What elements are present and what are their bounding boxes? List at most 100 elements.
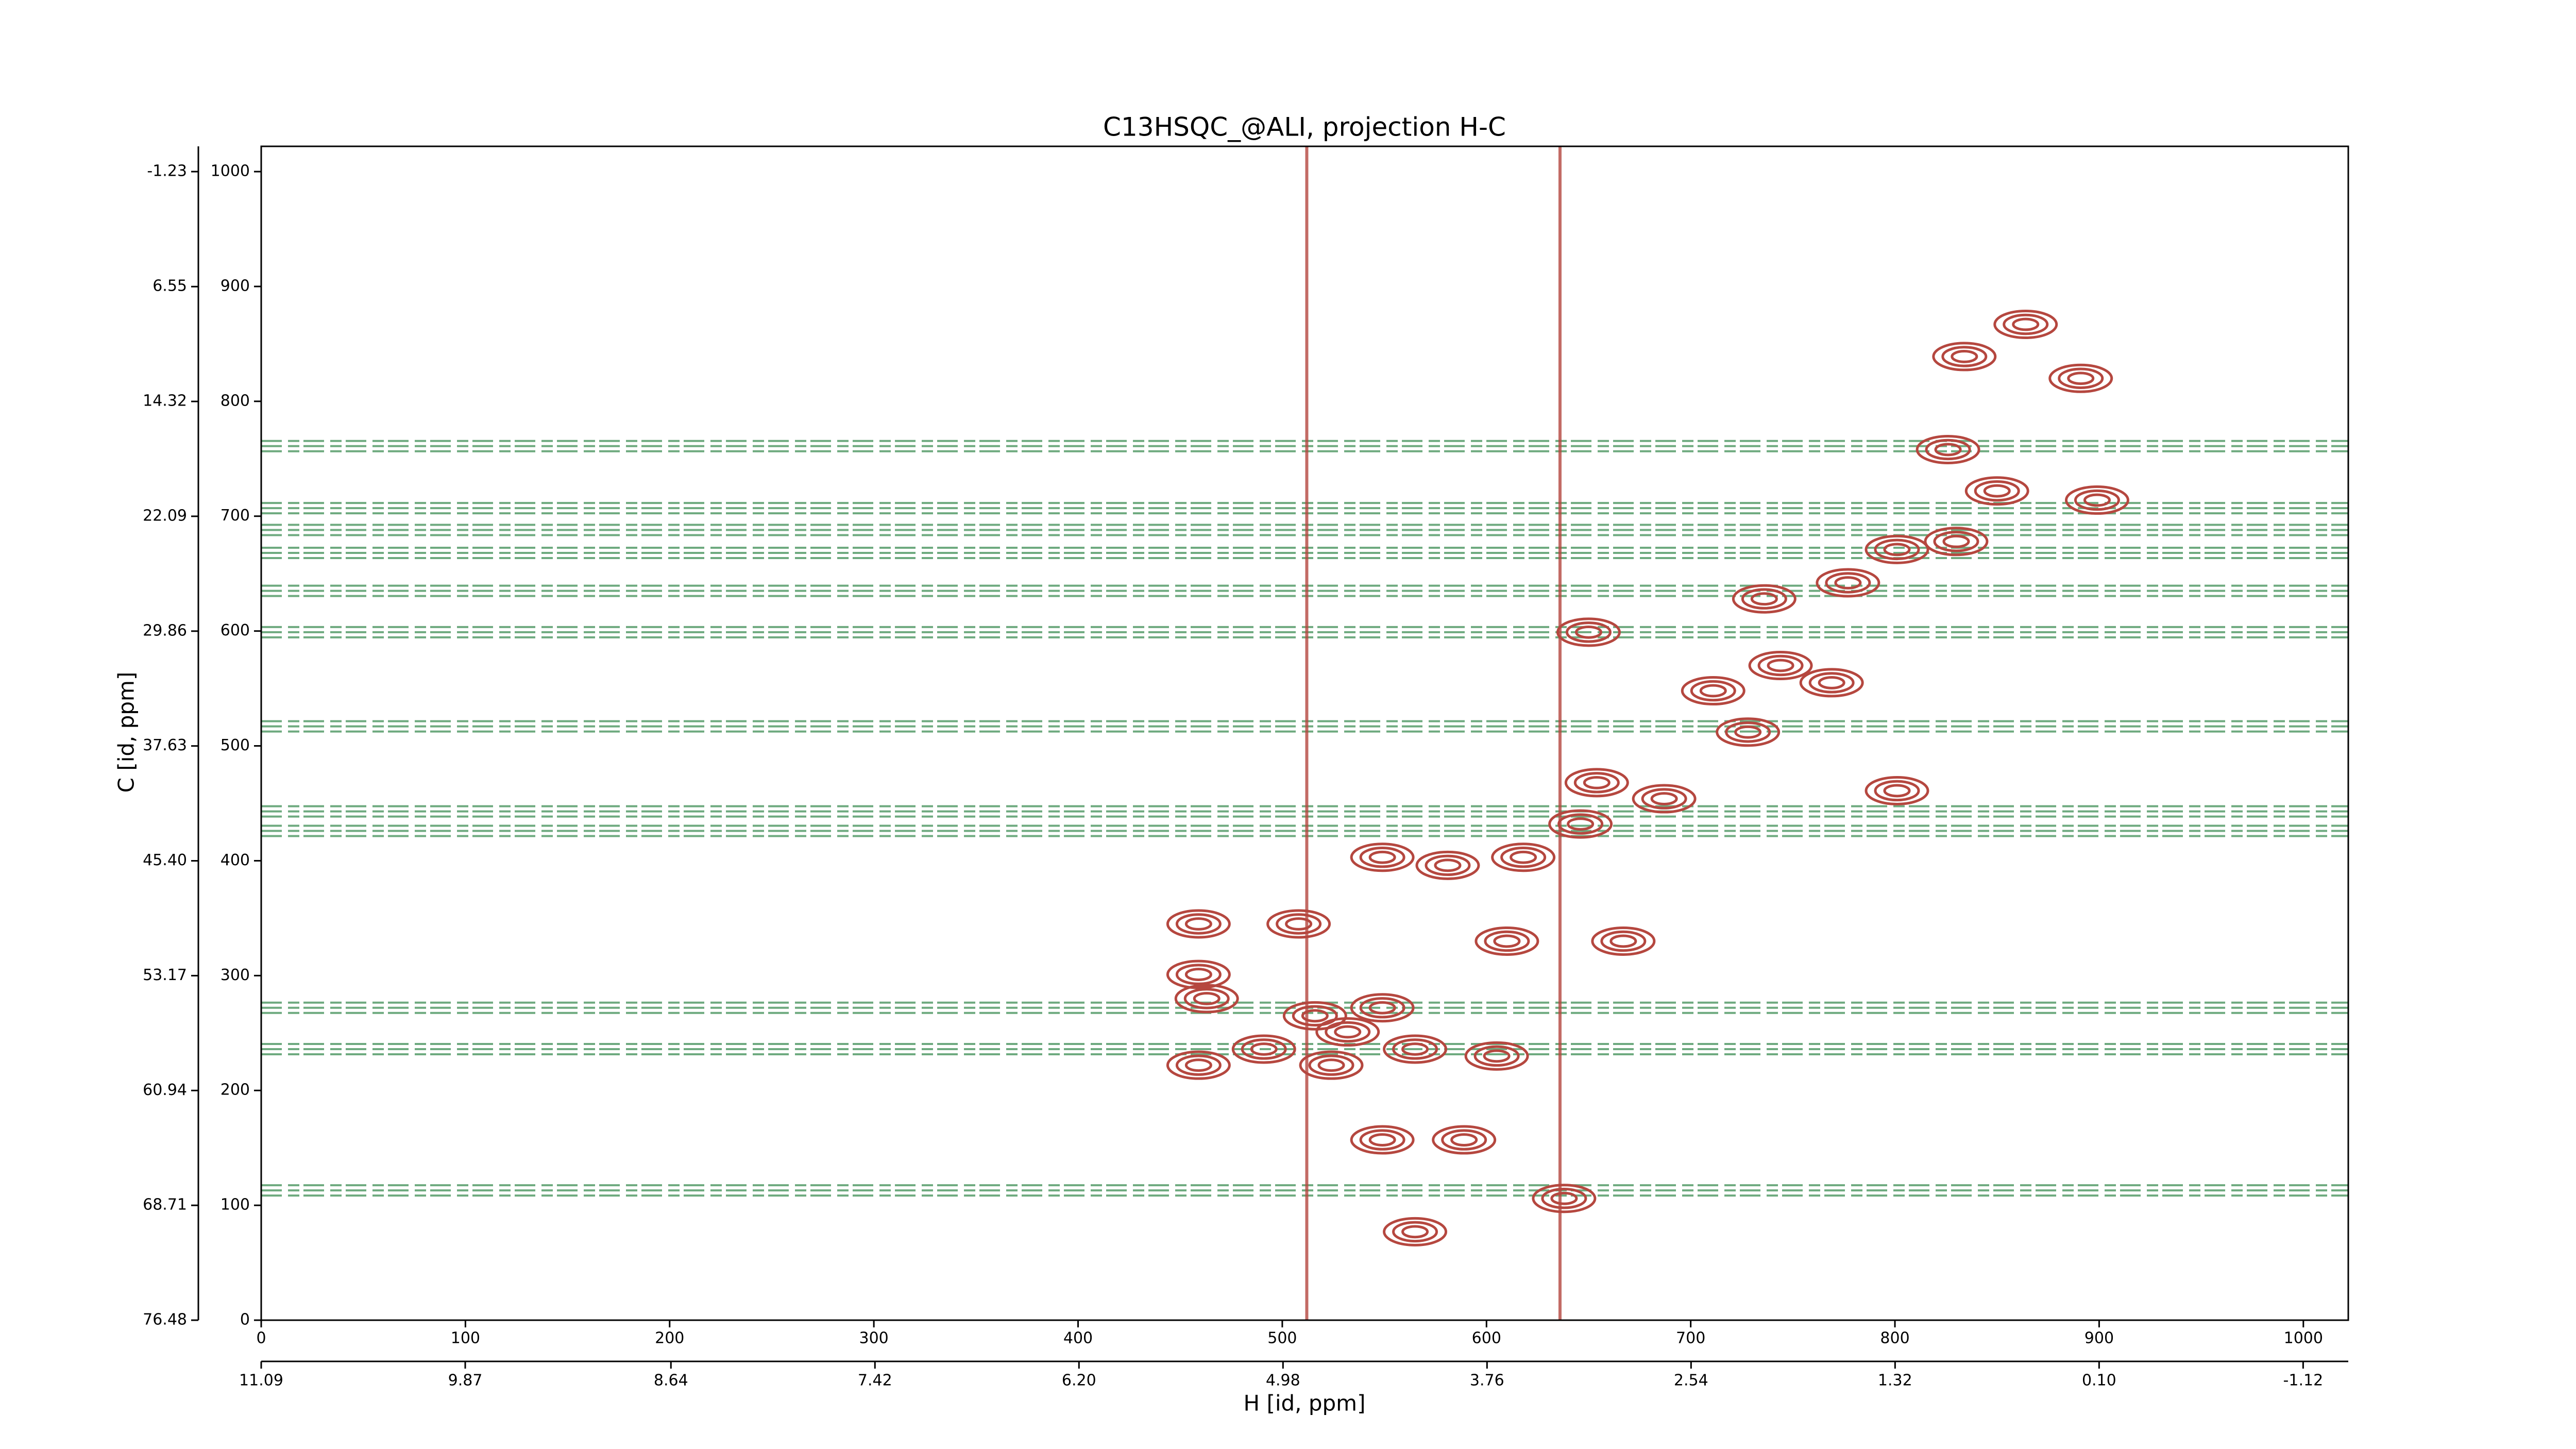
peak [1282, 1001, 1347, 1031]
peak [1334, 1025, 1362, 1039]
peak [1193, 991, 1221, 1005]
peak [1434, 858, 1462, 872]
peak [1557, 813, 1604, 835]
peak [1175, 913, 1222, 935]
peak [1932, 342, 1997, 372]
peak [1174, 984, 1239, 1014]
peak [1556, 617, 1621, 647]
peak [1392, 1221, 1438, 1243]
chart-title: C13HSQC_@ALI, projection H-C [1103, 112, 1506, 142]
peak [1415, 850, 1480, 880]
peak [1974, 480, 2020, 502]
y-tick-label: 300 [221, 966, 250, 984]
peak [1924, 527, 1989, 557]
y2-tick-label: 68.71 [143, 1196, 187, 1214]
y2-tick-label: -1.23 [147, 162, 187, 180]
peak [1600, 930, 1647, 952]
peak [1564, 768, 1629, 798]
peak [1250, 1042, 1278, 1056]
x-tick-label: 1000 [2284, 1329, 2323, 1347]
x-axis-label: H [id, ppm] [1244, 1391, 1366, 1416]
plot-frame [260, 145, 2349, 1321]
peak [1350, 843, 1415, 872]
peak [1583, 776, 1611, 789]
peak [1184, 1058, 1212, 1072]
peak [1276, 913, 1322, 935]
peak [1368, 850, 1396, 864]
peak [1741, 588, 1787, 610]
x2-tick-label: 11.09 [239, 1372, 283, 1390]
peak [1541, 1188, 1587, 1209]
y-tick-label: 900 [221, 277, 250, 295]
peak [1609, 934, 1637, 948]
y-axis-label: C [id, ppm] [114, 672, 139, 793]
peak [1401, 1225, 1429, 1239]
x2-tick-label: -1.12 [2283, 1372, 2324, 1390]
peak [1690, 680, 1736, 702]
x2-tick-label: 6.20 [1062, 1372, 1096, 1390]
peak [1483, 1049, 1511, 1063]
peak [1565, 621, 1612, 643]
peak [1350, 1125, 1415, 1155]
peak [1299, 1050, 1364, 1080]
y-tick-label: 500 [221, 736, 250, 754]
peak [1550, 1191, 1578, 1205]
peak [1175, 1054, 1222, 1076]
peak [1834, 576, 1862, 589]
peak [1359, 847, 1405, 868]
peak [2064, 485, 2129, 515]
peak [1491, 843, 1556, 872]
peak [1874, 538, 1920, 561]
peak [2067, 372, 2095, 385]
y-tick-label: 1000 [211, 162, 250, 180]
peak [1325, 1021, 1371, 1043]
peak [1632, 784, 1697, 814]
peak [1732, 584, 1797, 614]
peak [1359, 997, 1405, 1019]
peak [1510, 850, 1537, 864]
peak [1166, 959, 1231, 989]
peak [1865, 534, 1929, 564]
peak [1883, 543, 1911, 557]
peak [1925, 439, 1971, 461]
x-tick-label: 400 [1063, 1329, 1093, 1347]
peak [2074, 489, 2120, 511]
peak [1825, 572, 1871, 594]
peak [1473, 1045, 1520, 1067]
peak [1591, 926, 1656, 956]
y2-tick-label: 60.94 [143, 1081, 187, 1099]
y2-tick-label: 76.48 [143, 1311, 187, 1329]
peak [1475, 926, 1539, 956]
peak [1359, 1129, 1405, 1151]
peak [1574, 625, 1602, 639]
peak [1425, 854, 1471, 877]
y2-tick-label: 37.63 [143, 736, 187, 754]
y2-tick-label: 6.55 [152, 277, 187, 295]
peak [2058, 367, 2104, 389]
x2-tick-label: 7.42 [858, 1372, 892, 1390]
peak [1934, 443, 1962, 457]
peak [1548, 809, 1613, 839]
y2-tick-label: 14.32 [143, 392, 187, 410]
peak [1865, 776, 1929, 805]
peak [1500, 847, 1547, 868]
peak [1641, 788, 1687, 810]
peak [1166, 909, 1231, 939]
peak [2048, 363, 2113, 393]
x2-tick-label: 0.10 [2082, 1372, 2116, 1390]
peak [1464, 1041, 1529, 1071]
peak [1933, 531, 1979, 552]
x-tick-label: 300 [859, 1329, 889, 1347]
y-tick-label: 700 [221, 507, 250, 525]
peak [1432, 1125, 1497, 1155]
x-tick-label: 600 [1472, 1329, 1501, 1347]
x-tick-label: 800 [1880, 1329, 1909, 1347]
x-tick-label: 100 [451, 1329, 480, 1347]
peak [1166, 1050, 1231, 1080]
peak [1983, 484, 2011, 498]
peak [1301, 1009, 1329, 1023]
peak [1315, 1017, 1380, 1047]
peak [1308, 1054, 1354, 1076]
peak [1368, 1001, 1396, 1015]
